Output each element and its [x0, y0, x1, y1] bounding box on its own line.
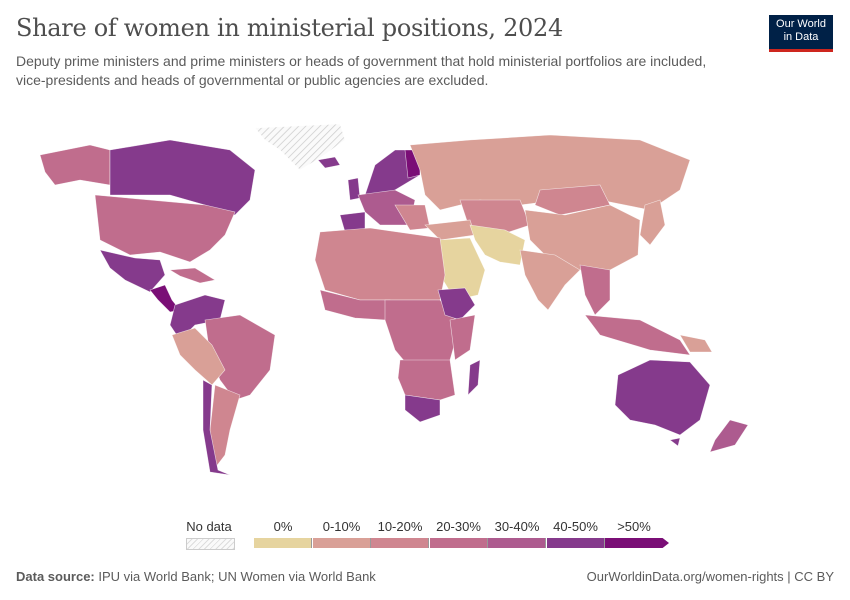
country-tasmania[interactable]: [669, 437, 681, 447]
country-ethiopia[interactable]: [437, 287, 476, 321]
country-peru-bolivia[interactable]: [171, 327, 226, 386]
legend-no-data-label: No data: [186, 519, 232, 534]
country-japan-korea[interactable]: [639, 199, 666, 246]
country-uk[interactable]: [347, 177, 361, 201]
country-madagascar[interactable]: [467, 359, 481, 396]
country-alaska[interactable]: [39, 144, 111, 186]
legend-swatch[interactable]: [371, 538, 429, 548]
country-southeast-asia[interactable]: [579, 264, 611, 316]
source-text[interactable]: IPU via World Bank; UN Women via World B…: [98, 569, 376, 584]
country-canada[interactable]: [109, 139, 256, 216]
world-map: [39, 123, 749, 476]
country-mexico[interactable]: [99, 249, 166, 293]
country-china[interactable]: [524, 204, 641, 271]
legend-label: 20-30%: [436, 519, 481, 534]
legend-label: >50%: [617, 519, 651, 534]
url-license[interactable]: OurWorldinData.org/women-rights | CC BY: [586, 569, 834, 584]
owid-logo[interactable]: Our World in Data: [769, 15, 833, 52]
legend-label: 10-20%: [377, 519, 423, 534]
country-usa[interactable]: [94, 194, 236, 263]
logo-text-1: Our World: [776, 18, 826, 30]
legend-no-data-swatch[interactable]: [186, 538, 235, 550]
country-east-africa[interactable]: [449, 314, 476, 361]
legend-swatch[interactable]: [488, 538, 546, 548]
legend-swatch[interactable]: [254, 538, 312, 548]
country-south-africa[interactable]: [404, 394, 441, 423]
country-new-zealand[interactable]: [709, 419, 749, 453]
country-chile[interactable]: [202, 379, 231, 476]
legend-label: 0-10%: [322, 519, 361, 534]
logo-text-2: in Data: [783, 31, 819, 43]
country-india[interactable]: [519, 249, 581, 311]
legend-swatch[interactable]: [312, 538, 371, 548]
country-mongolia[interactable]: [534, 184, 611, 216]
country-north-africa[interactable]: [314, 227, 446, 301]
country-papua[interactable]: [679, 334, 713, 353]
chart-subtitle: Deputy prime ministers and prime ministe…: [16, 53, 707, 88]
country-iceland[interactable]: [317, 156, 341, 169]
legend-label: 0%: [273, 519, 293, 534]
country-iran-afghanistan[interactable]: [469, 224, 526, 266]
legend-label: 30-40%: [494, 519, 540, 534]
legend-swatch[interactable]: [429, 538, 488, 548]
legend-swatch[interactable]: [546, 538, 605, 548]
legend-swatch[interactable]: [605, 538, 669, 548]
map-legend: No data 0% 0-10% 10-20% 20-30% 30-40% 40-50% >…: [0, 515, 850, 555]
country-greenland[interactable]: [254, 123, 346, 171]
country-caribbean[interactable]: [169, 267, 216, 284]
country-southern-africa[interactable]: [397, 359, 456, 401]
country-indonesia-philippines[interactable]: [584, 314, 691, 356]
legend-label: 40-50%: [553, 519, 598, 534]
source-label: Data source:: [16, 569, 95, 584]
country-australia[interactable]: [614, 359, 711, 436]
data-source: Data source: IPU via World Bank; UN Wome…: [16, 569, 376, 584]
chart-title: Share of women in ministerial positions,…: [16, 14, 563, 42]
